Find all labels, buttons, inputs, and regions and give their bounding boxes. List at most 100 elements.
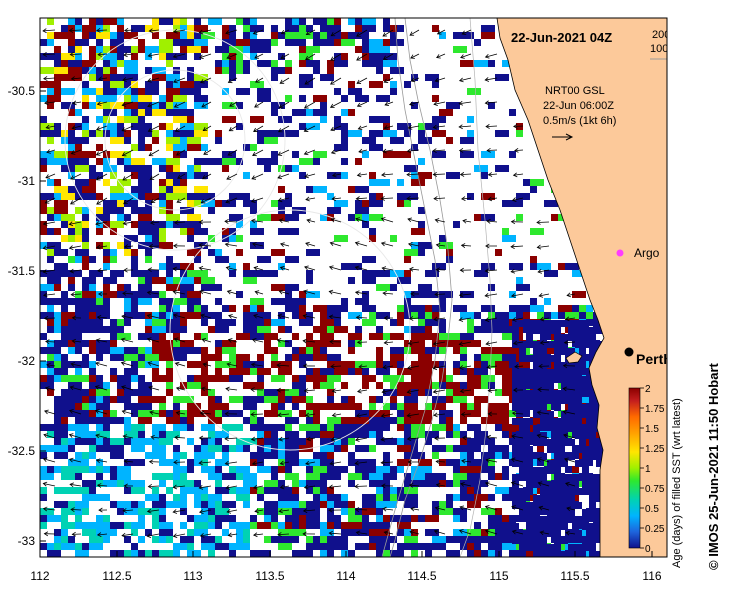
sst-pixel — [89, 522, 103, 529]
sst-pixel — [180, 396, 194, 403]
current-arrow — [226, 267, 238, 271]
sst-pixel — [589, 544, 596, 551]
sst-pixel — [341, 172, 348, 179]
current-arrowhead — [71, 531, 77, 537]
sst-pixel — [376, 466, 390, 473]
sst-pixel — [418, 291, 432, 298]
current-arrowhead — [436, 54, 441, 59]
sst-pixel — [376, 543, 383, 550]
current-arrowhead — [562, 363, 568, 369]
sst-pixel — [47, 277, 54, 284]
current-arrow — [408, 243, 420, 247]
sst-pixel — [40, 452, 47, 459]
sst-pixel — [96, 473, 103, 480]
sst-pixel — [173, 347, 187, 354]
current-arrow — [357, 389, 368, 393]
sst-pixel — [243, 361, 250, 368]
sst-pixel — [540, 355, 547, 362]
sst-pixel — [208, 473, 215, 480]
sst-pixel — [138, 116, 145, 123]
sst-pixel — [159, 515, 166, 522]
sst-pixel — [512, 383, 519, 390]
sst-pixel — [180, 53, 187, 60]
sst-pixel — [138, 417, 152, 424]
current-arrowhead — [198, 266, 204, 271]
sst-pixel — [411, 494, 418, 501]
current-arrow — [95, 410, 108, 415]
sst-pixel — [327, 340, 341, 347]
sst-pixel — [460, 494, 474, 501]
current-arrowhead — [331, 388, 337, 394]
current-arrowhead — [224, 436, 229, 442]
sst-pixel — [481, 375, 495, 382]
current-arrowhead — [432, 172, 438, 177]
current-arrow — [435, 77, 446, 82]
sst-pixel — [124, 137, 131, 144]
sst-pixel — [173, 165, 180, 172]
current-arrowhead — [148, 459, 154, 465]
current-arrowhead — [356, 339, 362, 345]
sst-pixel — [341, 53, 348, 60]
sst-pixel — [194, 242, 208, 249]
current-arrowhead — [538, 363, 543, 369]
sst-pixel — [194, 88, 201, 95]
sst-pixel — [138, 165, 152, 172]
current-arrowhead — [486, 434, 491, 440]
sst-pixel — [425, 305, 432, 312]
sst-pixel — [278, 445, 285, 452]
sst-pixel — [229, 32, 236, 39]
current-arrow — [303, 340, 316, 343]
current-arrowhead — [354, 241, 360, 246]
sst-pixel — [495, 347, 509, 354]
current-arrowhead — [487, 196, 493, 202]
current-arrowhead — [384, 101, 390, 107]
current-arrow — [174, 338, 186, 343]
sst-pixel — [271, 158, 278, 165]
sst-pixel — [320, 473, 334, 480]
sst-pixel — [320, 116, 327, 123]
current-arrowhead — [434, 77, 440, 83]
sst-pixel — [313, 382, 320, 389]
sst-pixel — [589, 551, 596, 557]
sst-pixel — [82, 508, 89, 515]
sst-pixel — [589, 355, 596, 362]
sst-pixel — [285, 452, 292, 459]
current-arrow — [382, 149, 394, 153]
sst-pixel — [40, 333, 47, 340]
sst-pixel — [61, 368, 68, 375]
sst-pixel — [117, 550, 124, 557]
current-arrowhead — [172, 266, 178, 272]
current-arrowhead — [355, 196, 361, 201]
sst-pixel — [166, 459, 180, 466]
current-arrow — [410, 531, 420, 535]
sst-pixel — [96, 39, 103, 46]
sst-pixel — [145, 207, 152, 214]
sst-pixel — [89, 74, 96, 81]
sst-pixel — [82, 326, 96, 333]
sst-pixel — [61, 389, 75, 396]
current-arrow — [124, 460, 134, 463]
sst-pixel — [589, 334, 596, 341]
sst-pixel — [540, 334, 547, 341]
sst-pixel — [285, 417, 299, 424]
current-arrowhead — [514, 147, 519, 153]
sst-pixel — [75, 298, 82, 305]
sst-pixel — [327, 543, 341, 550]
current-arrow — [409, 317, 420, 320]
sst-pixel — [582, 327, 589, 334]
sst-pixel — [383, 417, 397, 424]
sst-pixel — [561, 523, 568, 530]
sst-pixel — [575, 516, 582, 523]
current-arrow — [96, 149, 108, 156]
sst-pixel — [446, 431, 453, 438]
current-arrowhead — [46, 149, 51, 154]
sst-pixel — [243, 326, 250, 333]
sst-pixel — [194, 529, 201, 536]
sst-pixel — [327, 207, 341, 214]
colorbar-title: Age (days) of filled SST (wrt latest) — [671, 398, 683, 568]
sst-pixel — [208, 410, 215, 417]
current-arrow — [307, 437, 316, 440]
sst-pixel — [138, 207, 145, 214]
sst-pixel — [355, 298, 369, 305]
sst-pixel — [488, 452, 495, 459]
